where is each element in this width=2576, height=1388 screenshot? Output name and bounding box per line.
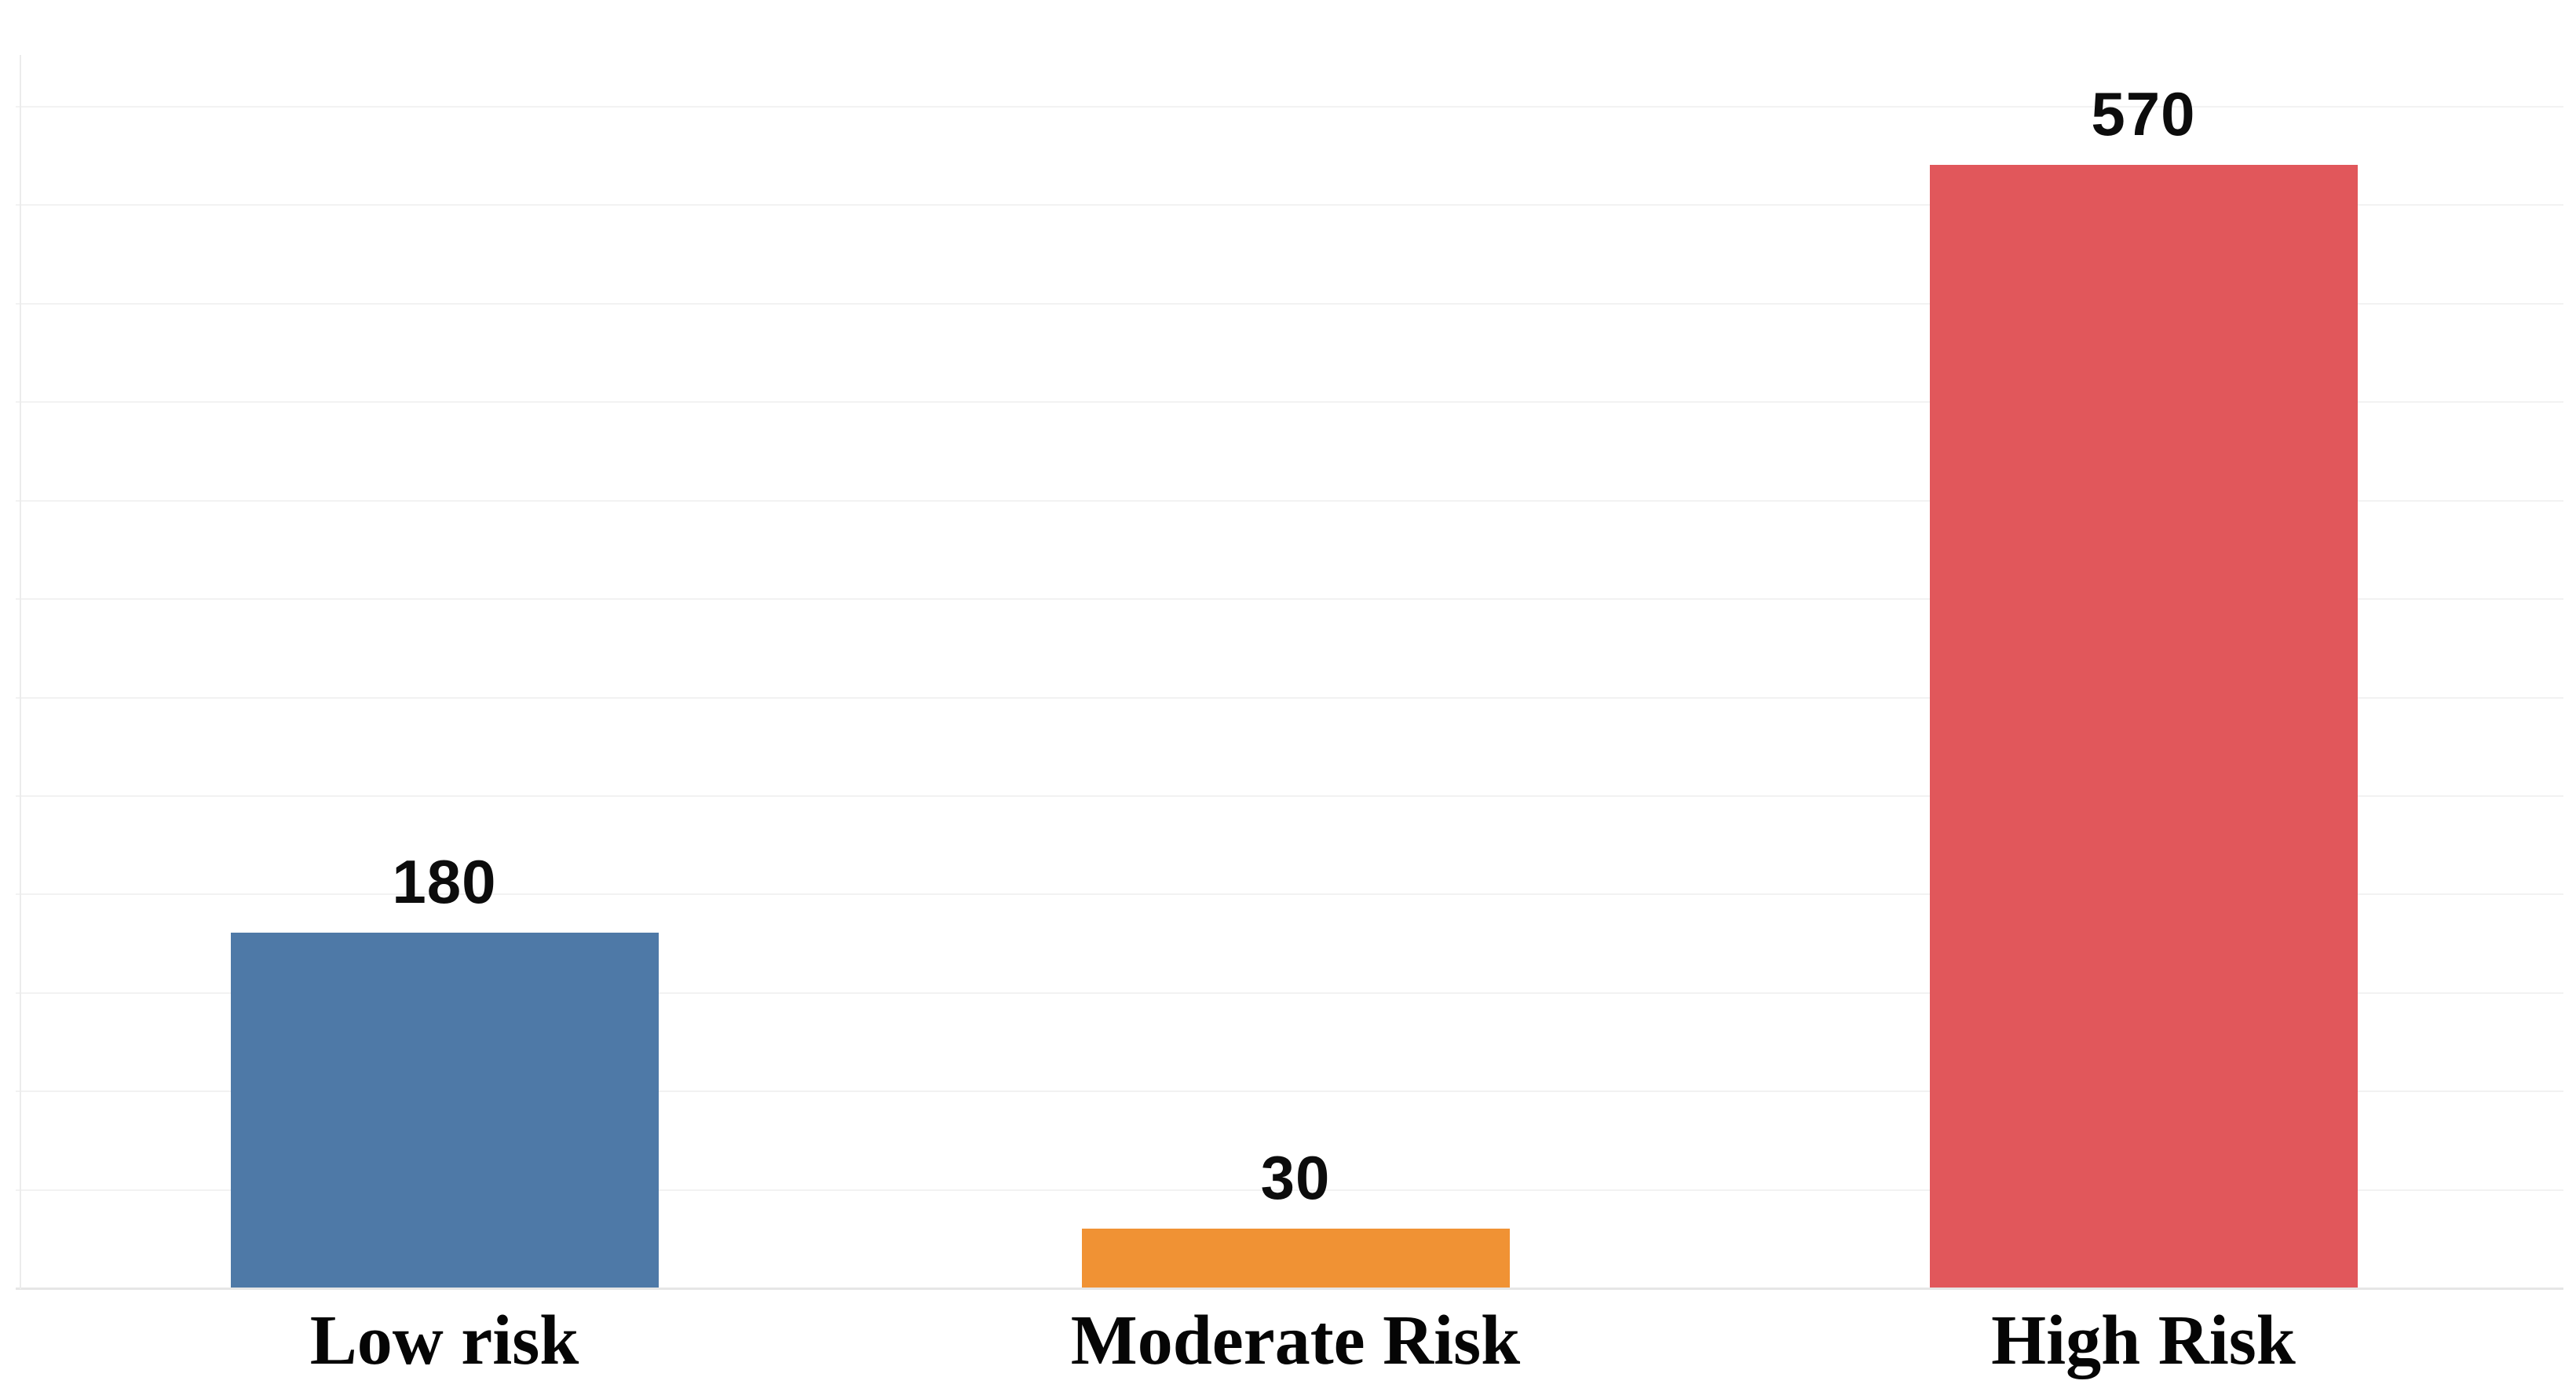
bar-value-label: 570 bbox=[2091, 79, 2196, 148]
bar-group-moderate-risk: 30 Moderate Risk bbox=[1071, 0, 1520, 1388]
bar-value-label: 30 bbox=[1260, 1143, 1331, 1212]
gridline bbox=[16, 992, 2563, 994]
bar-low-risk bbox=[230, 933, 659, 1288]
bar-group-high-risk: 570 High Risk bbox=[1929, 0, 2358, 1388]
bar-moderate-risk bbox=[1081, 1229, 1510, 1288]
bar-value-label: 180 bbox=[392, 847, 497, 916]
gridline bbox=[16, 204, 2563, 206]
category-label-moderate-risk: Moderate Risk bbox=[1070, 1302, 1521, 1379]
gridline bbox=[16, 106, 2563, 108]
gridline bbox=[16, 696, 2563, 699]
gridline bbox=[16, 1189, 2563, 1191]
gridline bbox=[16, 598, 2563, 601]
gridline bbox=[16, 401, 2563, 404]
gridline bbox=[16, 499, 2563, 502]
gridline bbox=[16, 1090, 2563, 1093]
gridline bbox=[16, 893, 2563, 896]
gridline bbox=[16, 302, 2563, 305]
category-label-high-risk: High Risk bbox=[1991, 1302, 2296, 1379]
x-axis-baseline bbox=[16, 1288, 2563, 1290]
bar-high-risk bbox=[1929, 165, 2358, 1288]
gridline bbox=[16, 794, 2563, 797]
y-axis-line bbox=[20, 55, 21, 1289]
category-label-low-risk: Low risk bbox=[309, 1302, 579, 1379]
bar-group-low-risk: 180 Low risk bbox=[230, 0, 659, 1388]
